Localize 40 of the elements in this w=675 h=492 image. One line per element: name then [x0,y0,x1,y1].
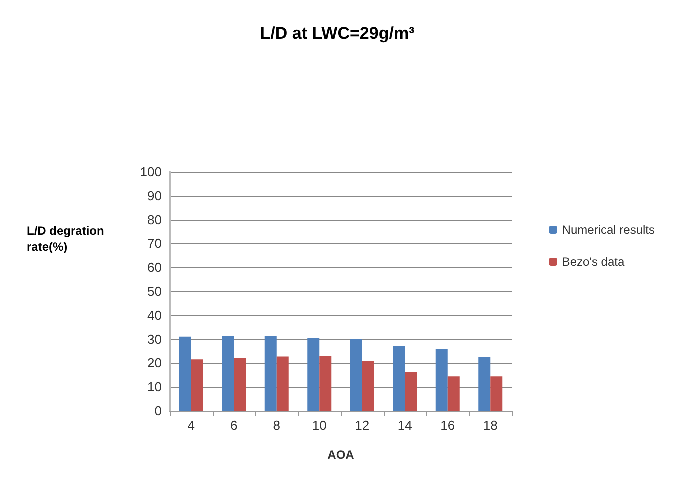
y-tick-label: 80 [148,212,162,228]
bar [264,336,277,411]
bar [436,349,448,411]
x-tick-label: 4 [188,418,195,433]
y-tick-label: 0 [154,404,162,418]
bar [393,346,406,411]
y-tick-label: 90 [148,188,162,204]
x-tick-label: 16 [440,418,456,433]
x-axis-title: AOA [328,448,355,462]
y-tick-label: 60 [148,260,162,276]
x-tick-label: 8 [273,418,280,433]
bar [478,357,491,411]
y-tick-label: 30 [148,332,162,347]
bar [350,339,362,411]
y-tick-label: 10 [148,380,162,395]
legend-label: Numerical results [562,223,656,237]
bar [362,362,374,411]
bar [308,338,320,411]
chart-title: L/D at LWC=29g/m³ [260,24,416,43]
bar [448,376,460,411]
bar [191,360,204,411]
bar [179,336,192,411]
x-tick-label: 6 [230,418,238,433]
bar [405,372,418,411]
y-tick-label: 50 [148,284,162,299]
y-tick-label: 20 [148,356,162,371]
x-tick-label: 10 [312,418,327,433]
y-tick-label: 100 [140,164,162,180]
legend-label: Bezo's data [562,255,625,269]
x-tick-label: 14 [398,418,412,433]
bar [222,336,234,411]
bar [320,356,332,411]
bar [490,376,503,411]
y-tick-label: 70 [148,236,162,252]
y-axis-title: L/D degration rate(%) [27,224,108,254]
bar [276,356,289,411]
x-tick-label: 18 [483,418,498,433]
y-tick-label: 40 [148,308,162,323]
x-tick-label: 12 [355,418,370,433]
bar [234,358,246,411]
